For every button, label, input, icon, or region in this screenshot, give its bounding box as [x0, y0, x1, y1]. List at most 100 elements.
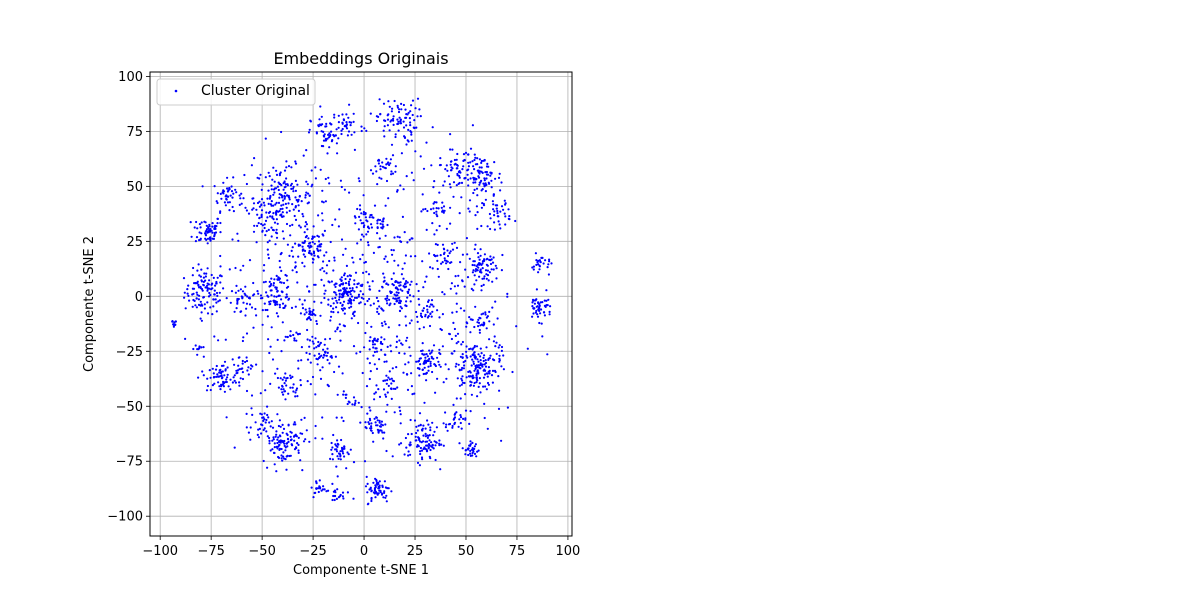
scatter-point	[374, 165, 377, 168]
scatter-point	[436, 259, 439, 262]
scatter-point	[468, 210, 471, 213]
scatter-point	[349, 293, 352, 296]
scatter-point	[392, 297, 395, 300]
scatter-point	[345, 127, 349, 130]
scatter-point	[393, 99, 396, 103]
scatter-point	[192, 347, 195, 351]
scatter-point	[275, 236, 279, 239]
scatter-point	[537, 263, 540, 266]
scatter-point	[330, 130, 333, 133]
scatter-point	[372, 346, 375, 349]
scatter-point	[471, 124, 474, 127]
scatter-point	[433, 180, 436, 183]
scatter-point	[314, 424, 317, 428]
scatter-point	[387, 326, 390, 329]
scatter-point	[384, 297, 387, 300]
scatter-point	[424, 427, 427, 430]
scatter-point	[195, 236, 199, 239]
scatter-point	[245, 332, 249, 335]
scatter-point	[294, 196, 297, 199]
scatter-point	[538, 259, 542, 262]
scatter-point	[336, 455, 339, 458]
scatter-point	[308, 307, 311, 310]
scatter-point	[277, 456, 281, 459]
scatter-point	[492, 268, 495, 271]
scatter-point	[305, 351, 308, 354]
scatter-point	[366, 230, 370, 233]
scatter-point	[308, 290, 311, 293]
scatter-point	[322, 356, 325, 359]
x-tick-label: 100	[556, 544, 581, 559]
scatter-point	[294, 162, 298, 165]
scatter-point	[441, 243, 445, 246]
scatter-point	[447, 267, 450, 271]
scatter-point	[324, 200, 327, 203]
scatter-point	[382, 379, 385, 382]
scatter-point	[342, 390, 345, 393]
scatter-point	[272, 284, 275, 287]
scatter-point	[375, 482, 378, 485]
scatter-point	[467, 153, 470, 156]
scatter-point	[498, 172, 501, 175]
scatter-point	[326, 383, 329, 386]
scatter-point	[278, 447, 282, 450]
scatter-point	[271, 178, 274, 181]
scatter-point	[194, 282, 197, 285]
scatter-point	[366, 220, 369, 223]
scatter-point	[469, 161, 472, 164]
scatter-point	[321, 189, 324, 192]
scatter-point	[285, 432, 288, 435]
scatter-point	[394, 170, 397, 173]
scatter-point	[438, 191, 441, 194]
scatter-point	[461, 168, 464, 171]
scatter-point	[300, 359, 303, 362]
scatter-point	[381, 286, 384, 289]
scatter-point	[295, 389, 298, 392]
scatter-point	[491, 200, 494, 203]
scatter-point	[472, 269, 475, 272]
scatter-point	[384, 204, 387, 207]
scatter-point	[442, 211, 445, 214]
scatter-point	[498, 344, 501, 347]
scatter-point	[314, 177, 317, 180]
scatter-point	[302, 248, 305, 251]
scatter-point	[318, 118, 321, 121]
scatter-point	[331, 297, 334, 300]
scatter-point	[271, 439, 274, 442]
scatter-point	[443, 259, 447, 262]
scatter-point	[232, 192, 235, 195]
scatter-point	[279, 208, 282, 211]
scatter-point	[532, 268, 535, 271]
scatter-point	[407, 361, 410, 364]
scatter-point	[462, 361, 465, 364]
scatter-point	[425, 275, 428, 278]
scatter-point	[265, 211, 268, 214]
scatter-point	[318, 243, 321, 246]
scatter-point	[363, 224, 366, 227]
scatter-point	[263, 264, 266, 267]
scatter-point	[280, 213, 283, 216]
scatter-point	[384, 496, 387, 499]
scatter-point	[321, 437, 324, 440]
scatter-point	[226, 376, 229, 379]
scatter-point	[456, 152, 459, 156]
scatter-point	[306, 183, 309, 186]
scatter-point	[456, 164, 459, 167]
scatter-point	[405, 113, 408, 116]
scatter-point	[475, 205, 478, 208]
scatter-point	[323, 488, 326, 491]
scatter-point	[382, 496, 385, 499]
scatter-point	[306, 338, 309, 341]
scatter-point	[245, 182, 248, 186]
scatter-point	[415, 425, 418, 428]
scatter-point	[219, 254, 222, 258]
scatter-point	[287, 165, 291, 168]
scatter-point	[483, 363, 486, 366]
scatter-point	[471, 271, 474, 274]
scatter-point	[334, 296, 337, 299]
scatter-point	[200, 279, 203, 282]
scatter-point	[385, 299, 388, 302]
scatter-point	[500, 269, 503, 272]
scatter-point	[461, 381, 465, 384]
scatter-point	[278, 306, 281, 309]
